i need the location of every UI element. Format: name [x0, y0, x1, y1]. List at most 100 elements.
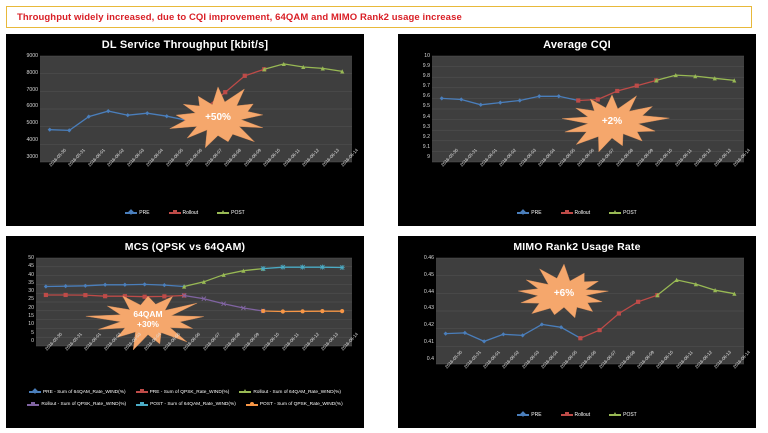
legend-item[interactable]: POST — [217, 210, 245, 216]
legend-marker-icon — [139, 389, 144, 394]
legend-swatch-icon — [517, 209, 530, 216]
legend-swatch-icon — [136, 401, 149, 406]
legend-item[interactable]: POST — [609, 412, 637, 418]
series-post — [655, 277, 737, 298]
legend-marker-icon — [172, 210, 177, 215]
y-axis-tick: 9.1 — [422, 143, 430, 150]
y-axis-tick: 0.41 — [423, 339, 434, 346]
x-axis-tick-labels: 2016-05-30 2016-05-31 2016-06-01 2016-06-02… — [40, 148, 359, 198]
y-axis-tick: 0.42 — [423, 322, 434, 329]
y-axis-tick: 3000 — [26, 153, 38, 160]
series-post-sum-of-qpsk-rate-wind- — [261, 308, 345, 314]
plot-area-wrapper: 0.46 0.45 0.44 0.43 0.42 0.41 0.4 — [398, 255, 756, 365]
series-pre-sum-of-qpsk-rate-wind- — [43, 292, 187, 299]
plot-area-wrapper: 10 9.9 9.8 9.7 9.6 9.5 9.4 9.3 9.2 9.1 9 — [398, 53, 756, 163]
series-rollout — [576, 78, 659, 103]
series-rollout-sum-of-64qam-rate-wind- — [182, 266, 266, 289]
legend-marker-icon — [564, 412, 569, 417]
legend-label: POST - Sum of 64QAM_Rate_WIND(%) — [150, 402, 236, 407]
callout-starburst — [562, 94, 670, 153]
y-axis-tick: 9.2 — [422, 133, 430, 140]
legend-label: POST — [231, 210, 245, 216]
chart-title: DL Service Throughput [kbit/s] — [101, 39, 269, 51]
y-axis-tick: 9.4 — [422, 113, 430, 120]
chart-legend: PRE Rollout POST — [398, 411, 756, 418]
series-post — [654, 72, 737, 83]
legend-item[interactable]: PRE — [125, 209, 150, 216]
y-axis-tick: 0.45 — [423, 271, 434, 278]
y-axis-tick: 10 — [424, 53, 430, 59]
legend-label: PRE - Sum of 64QAM_Rate_WIND(%) — [42, 389, 126, 395]
legend-marker-icon — [140, 401, 145, 406]
y-axis-tick: 7000 — [26, 86, 38, 93]
legend-label: Rollout — [574, 210, 591, 216]
y-axis-tick: 0.44 — [423, 288, 434, 295]
legend-item[interactable]: PRE - Sum of 64QAM_Rate_WIND(%) — [28, 388, 126, 397]
legend-item[interactable]: Rollout - Sum of 64QAM_Rate_WIND(%) — [239, 388, 341, 397]
legend-marker-icon — [31, 401, 36, 406]
y-axis-tick: 0 — [31, 337, 34, 344]
legend-label: Rollout — [182, 210, 199, 216]
chart-legend: PRE Rollout POST — [6, 209, 364, 216]
y-axis-tick-labels: 10 9.9 9.8 9.7 9.6 9.5 9.4 9.3 9.2 9.1 9 — [404, 53, 430, 162]
legend-swatch-icon — [125, 209, 138, 216]
legend-swatch-icon — [560, 210, 573, 215]
y-axis-tick: 9.6 — [422, 93, 430, 100]
y-axis-tick: 0.4 — [426, 355, 434, 362]
plot-area-wrapper: 50 45 40 35 30 25 20 15 10 5 0 — [6, 255, 364, 351]
legend-marker-icon — [613, 412, 618, 417]
y-axis-tick: 0.43 — [423, 305, 434, 312]
y-axis-tick: 10 — [28, 321, 34, 328]
legend-swatch-icon — [609, 210, 622, 215]
legend-label: PRE — [531, 210, 542, 216]
y-axis-tick-labels: 9000 8000 7000 6000 5000 4000 3000 — [12, 53, 38, 162]
y-axis-tick: 9 — [427, 153, 430, 160]
legend-item[interactable]: PRE - Sum of QPSK_Rate_WIND(%) — [135, 388, 230, 397]
series-post — [262, 61, 345, 74]
legend-swatch-icon — [135, 389, 148, 394]
legend-marker-icon — [32, 388, 38, 395]
legend-swatch-icon — [168, 210, 181, 215]
legend-label: PRE — [531, 412, 542, 418]
chart-panel-dl-throughput: DL Service Throughput [kbit/s] 9000 8000 7… — [6, 34, 364, 226]
legend-item[interactable]: PRE — [517, 209, 542, 216]
x-axis-tick-labels: 2016-05-30 2016-05-31 2016-06-01 2016-06-02… — [436, 350, 752, 400]
y-axis-tick: 5 — [31, 329, 34, 336]
legend-marker-icon — [243, 389, 248, 394]
legend-marker-icon — [128, 209, 135, 216]
legend-item[interactable]: POST - Sum of QPSK_Rate_WIND(%) — [245, 400, 343, 409]
legend-item[interactable]: Rollout — [560, 210, 591, 216]
plot-area — [432, 55, 744, 163]
y-axis-tick: 9.9 — [422, 63, 430, 70]
legend-marker-icon — [520, 209, 527, 216]
series-pre — [439, 94, 581, 107]
y-axis-tick: 9.5 — [422, 103, 430, 110]
series-pre — [443, 322, 583, 344]
legend-item[interactable]: PRE — [517, 411, 542, 418]
legend-label: Rollout — [574, 412, 591, 418]
chart-panel-average-cqi: Average CQI 10 9.9 9.8 9.7 9.6 9.5 9.4 9.3 9.2 9.… — [398, 34, 756, 226]
plot-area — [36, 257, 352, 351]
legend-swatch-icon — [517, 411, 530, 418]
legend-item[interactable]: Rollout - Sum of QPSK_Rate_WIND(%) — [27, 400, 126, 409]
chart-panel-mimo-rank2: MIMO Rank2 Usage Rate 0.46 0.45 0.44 0.43 0.… — [398, 236, 756, 428]
chart-panel-mcs: MCS (QPSK vs 64QAM) 50 45 40 35 30 25 20 15 10 5 0… — [6, 236, 364, 428]
callout-starburst — [169, 86, 263, 149]
callout-starburst — [85, 295, 204, 351]
y-axis-tick-labels: 50 45 40 35 30 25 20 15 10 5 0 — [8, 255, 34, 346]
legend-label: PRE - Sum of QPSK_Rate_WIND(%) — [149, 389, 230, 395]
legend-item[interactable]: POST — [609, 210, 637, 216]
series-pre-sum-of-64qam-rate-wind- — [43, 282, 187, 289]
legend-swatch-icon — [28, 388, 41, 395]
legend-label: Rollout - Sum of 64QAM_Rate_WIND(%) — [253, 389, 342, 395]
y-axis-tick-labels: 0.46 0.45 0.44 0.43 0.42 0.41 0.4 — [408, 255, 434, 364]
y-axis-tick: 9.3 — [422, 123, 430, 130]
y-axis-tick: 6000 — [26, 103, 38, 110]
legend-item[interactable]: POST - Sum of 64QAM_Rate_WIND(%) — [136, 400, 236, 409]
legend-item[interactable]: Rollout — [560, 412, 591, 418]
legend-item[interactable]: Rollout — [168, 210, 199, 216]
legend-label: Rollout - Sum of QPSK_Rate_WIND(%) — [41, 402, 127, 407]
y-axis-tick: 40 — [28, 271, 34, 278]
y-axis-tick: 9000 — [26, 53, 38, 59]
